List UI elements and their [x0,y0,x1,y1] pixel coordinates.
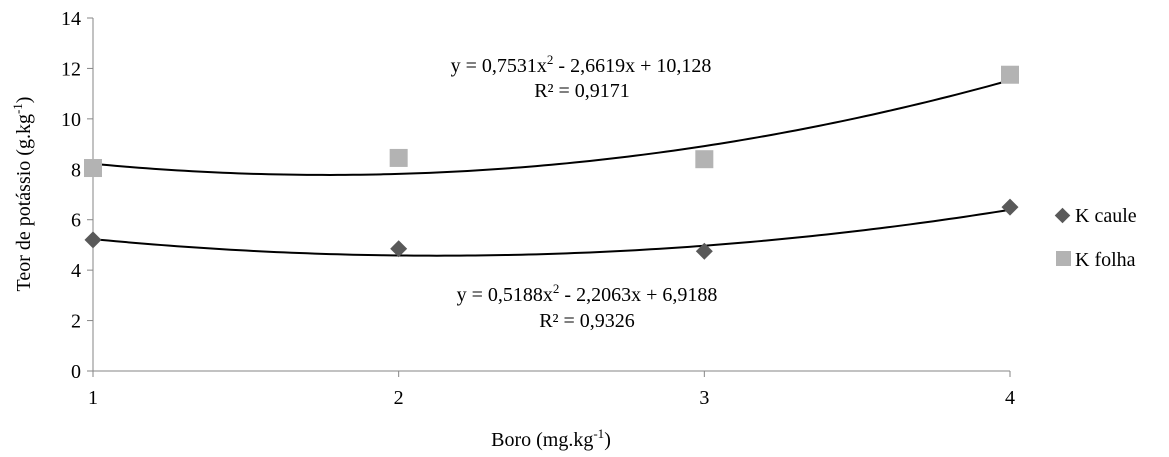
legend-label-k-caule: K caule [1075,205,1137,227]
y-ticks: 0 2 4 6 8 10 12 14 [61,8,93,383]
legend-marker-k-caule [1054,207,1071,224]
x-tick-label: 4 [1005,387,1015,409]
folha-equation-sup: 2 [547,52,554,67]
x-axis-title-main: Boro (mg.kg [491,429,593,451]
trendline-k-folha [92,79,1011,176]
y-tick-label: 14 [61,8,81,30]
y-axis-title-sup: -1 [10,103,25,114]
y-tick-label: 4 [71,260,81,282]
x-tick-label: 2 [394,387,404,409]
x-tick-label: 1 [88,387,98,409]
folha-r2: R² = 0,9171 [534,80,630,102]
x-ticks: 1 2 3 4 [88,371,1015,409]
folha-equation-b: - 2,6619x + 10,128 [553,55,711,77]
caule-r2: R² = 0,9326 [539,310,635,332]
y-axis-title-main: Teor de potássio (g.kg [13,114,35,291]
y-axis-title: Teor de potássio (g.kg-1) [10,97,35,292]
x-axis-title-end: ) [604,429,611,451]
point-k-caule [390,240,408,258]
caule-equation-a: y = 0,5188x [457,284,553,306]
trendlines [92,79,1011,257]
y-tick-label: 6 [71,210,81,232]
trendline-k-caule [92,208,1011,257]
folha-equation-a: y = 0,7531x [451,55,547,77]
y-tick-label: 2 [71,311,81,333]
point-k-folha [389,148,408,167]
y-tick-label: 12 [61,58,81,80]
caule-equation: y = 0,5188x2 - 2,2063x + 6,9188 [457,281,718,306]
point-k-folha [695,150,714,169]
x-axis-title-sup: -1 [593,426,604,441]
x-axis-title: Boro (mg.kg-1) [491,426,611,451]
folha-equation: y = 0,7531x2 - 2,6619x + 10,128 [451,52,712,77]
y-tick-label: 8 [71,159,81,181]
y-tick-label: 0 [71,361,81,383]
legend-marker-k-folha [1056,251,1071,266]
markers [84,65,1019,260]
caule-equation-sup: 2 [553,281,560,296]
y-axis-title-end: ) [13,97,35,104]
point-k-caule [1001,198,1019,216]
point-k-caule [695,242,713,260]
point-k-folha [1001,65,1019,84]
x-tick-label: 3 [699,387,709,409]
legend-label-k-folha: K folha [1075,249,1136,271]
caule-equation-b: - 2,2063x + 6,9188 [559,284,717,306]
y-tick-label: 10 [61,109,81,131]
legend: K caule K folha [1054,205,1137,271]
point-k-caule [84,231,102,249]
point-k-folha [84,159,102,178]
